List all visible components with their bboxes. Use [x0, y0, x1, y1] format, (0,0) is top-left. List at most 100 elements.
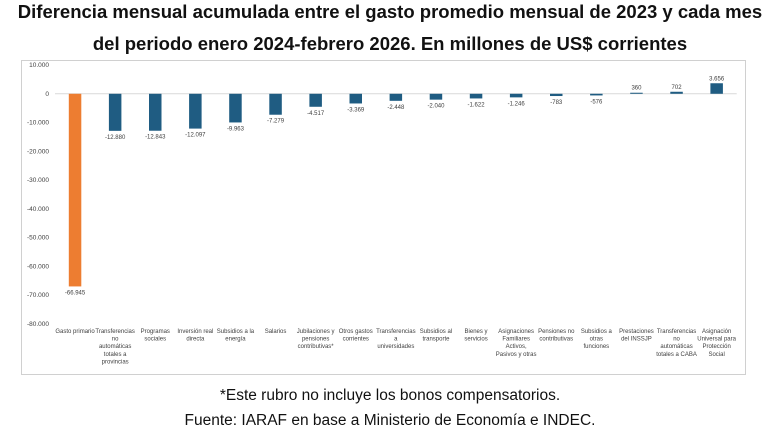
data-label: 702	[672, 85, 683, 91]
category-label: Subsidios a la energía	[217, 329, 255, 343]
bar	[108, 93, 122, 131]
data-label: -12.843	[145, 135, 166, 141]
bar	[68, 93, 82, 287]
category-label-line: Asignaciones	[498, 329, 534, 335]
data-label: -3.369	[347, 107, 365, 113]
category-label-line: Prestaciones	[619, 329, 654, 335]
category-label-line: Protección	[702, 344, 730, 350]
category-label-line: Activos,	[506, 344, 527, 350]
category-label-line: Familiares	[502, 337, 530, 343]
category-label-line: automáticas	[660, 344, 692, 350]
category-label-line: Bienes y	[465, 329, 488, 335]
category-label-line: contributivas	[539, 337, 573, 343]
category-label-line: Asignación	[702, 329, 731, 335]
category-label-line: Inversión real	[177, 329, 213, 335]
y-tick-label: -30.000	[27, 177, 49, 184]
category-label-line: energía	[225, 337, 246, 343]
footnote: *Este rubro no incluye los bonos compens…	[219, 387, 561, 404]
category-label-line: pensiones	[302, 337, 329, 343]
bar	[149, 93, 162, 131]
y-tick-label: -80.000	[27, 321, 49, 328]
bar	[469, 93, 483, 99]
chart-title-line-1: Diferencia mensual acumulada entre el ga…	[17, 1, 763, 22]
category-label: Subsidios a otras funciones	[581, 329, 613, 350]
y-tick-label: 10.000	[29, 62, 49, 69]
category-label-line: Transferencias	[95, 329, 134, 335]
bar	[309, 93, 322, 107]
category-label: Prestaciones del INSSJP	[619, 329, 654, 343]
category-label-line: Subsidios a	[581, 329, 613, 335]
category-label-line: sociales	[144, 337, 166, 343]
category-label-line: no	[112, 337, 119, 343]
category-label: Otros gastos corrientes	[339, 329, 373, 343]
category-label-line: otras	[590, 337, 603, 343]
category-label-line: funciones	[584, 344, 610, 350]
data-label: -4.517	[307, 111, 325, 117]
category-label-line: del INSSJP	[621, 337, 652, 343]
category-label: Asignación Universal para Protección Social	[697, 329, 736, 358]
category-label-line: Otros gastos	[339, 329, 373, 335]
category-label: Asignaciones Familiares Activos, Pasivos y …	[496, 329, 537, 358]
category-label-line: Gasto primario	[55, 329, 95, 335]
data-label: -1.246	[508, 101, 526, 107]
data-label: -9.963	[227, 126, 245, 132]
category-label-line: Subsidios al	[420, 329, 452, 335]
category-label-line: Pensiones no	[538, 329, 575, 335]
category-label: Transferencias a universidades	[376, 329, 415, 350]
source-note: Fuente: IARAF en base a Ministerio de Ec…	[184, 412, 596, 429]
category-label-line: a	[394, 337, 398, 343]
bar	[389, 93, 403, 101]
bar	[630, 92, 643, 94]
bar	[269, 93, 282, 115]
category-label-line: directa	[186, 337, 205, 343]
data-label: 3.656	[709, 76, 725, 82]
category-label-line: Social	[708, 352, 724, 358]
data-label: -1.622	[468, 102, 486, 108]
category-label: Pensiones no contributivas	[538, 329, 575, 343]
data-label: -783	[550, 100, 563, 106]
category-label-line: universidades	[377, 344, 414, 350]
bar	[509, 93, 523, 98]
category-label-line: contributivas*	[298, 344, 335, 350]
category-label-line: Jubilaciones y	[297, 329, 335, 335]
data-label: -66.945	[65, 290, 86, 296]
bar	[229, 93, 242, 123]
category-label-line: corrientes	[343, 337, 369, 343]
category-label-line: totales a CABA	[656, 352, 697, 358]
category-label-line: Programas	[141, 329, 170, 335]
data-label: -2.040	[427, 104, 445, 110]
y-tick-label: -60.000	[27, 263, 49, 270]
category-label: Subsidios al transporte	[420, 329, 452, 343]
category-label-line: Pasivos y otras	[496, 352, 537, 358]
bar	[710, 83, 723, 94]
category-label-line: automáticas	[99, 344, 131, 350]
category-label-line: Transferencias	[657, 329, 696, 335]
data-label: 360	[631, 86, 642, 92]
y-tick-label: 0	[45, 91, 49, 98]
y-tick-label: -70.000	[27, 292, 49, 299]
category-label: Bienes y servicios	[464, 329, 487, 343]
data-label: -7.279	[267, 119, 285, 125]
category-label-line: provincias	[102, 359, 129, 365]
category-label: Transferencias no automáticas totales a CAB…	[656, 329, 697, 358]
category-label: Programas sociales	[141, 329, 170, 343]
category-label: Salarios	[265, 329, 287, 335]
category-label-line: no	[673, 337, 680, 343]
chart-frame	[21, 60, 746, 375]
category-label-line: Subsidios a la	[217, 329, 255, 335]
bar	[670, 91, 683, 94]
category-label-line: transporte	[422, 337, 450, 343]
data-label: -2.448	[387, 105, 405, 111]
chart-title-line-2: del periodo enero 2024-febrero 2026. En …	[92, 33, 688, 54]
category-label: Jubilaciones y pensiones contributivas*	[297, 329, 335, 350]
bar	[550, 93, 563, 97]
y-tick-label: -20.000	[27, 148, 49, 155]
data-label: -12.097	[185, 133, 206, 139]
y-tick-label: -10.000	[27, 120, 49, 127]
y-tick-label: -50.000	[27, 235, 49, 242]
category-label: Gasto primario	[55, 329, 95, 335]
category-label-line: servicios	[464, 337, 487, 343]
category-label: Transferencias no automáticas totales a prov…	[95, 329, 134, 365]
bar	[590, 93, 603, 96]
category-label-line: Universal para	[697, 337, 736, 343]
